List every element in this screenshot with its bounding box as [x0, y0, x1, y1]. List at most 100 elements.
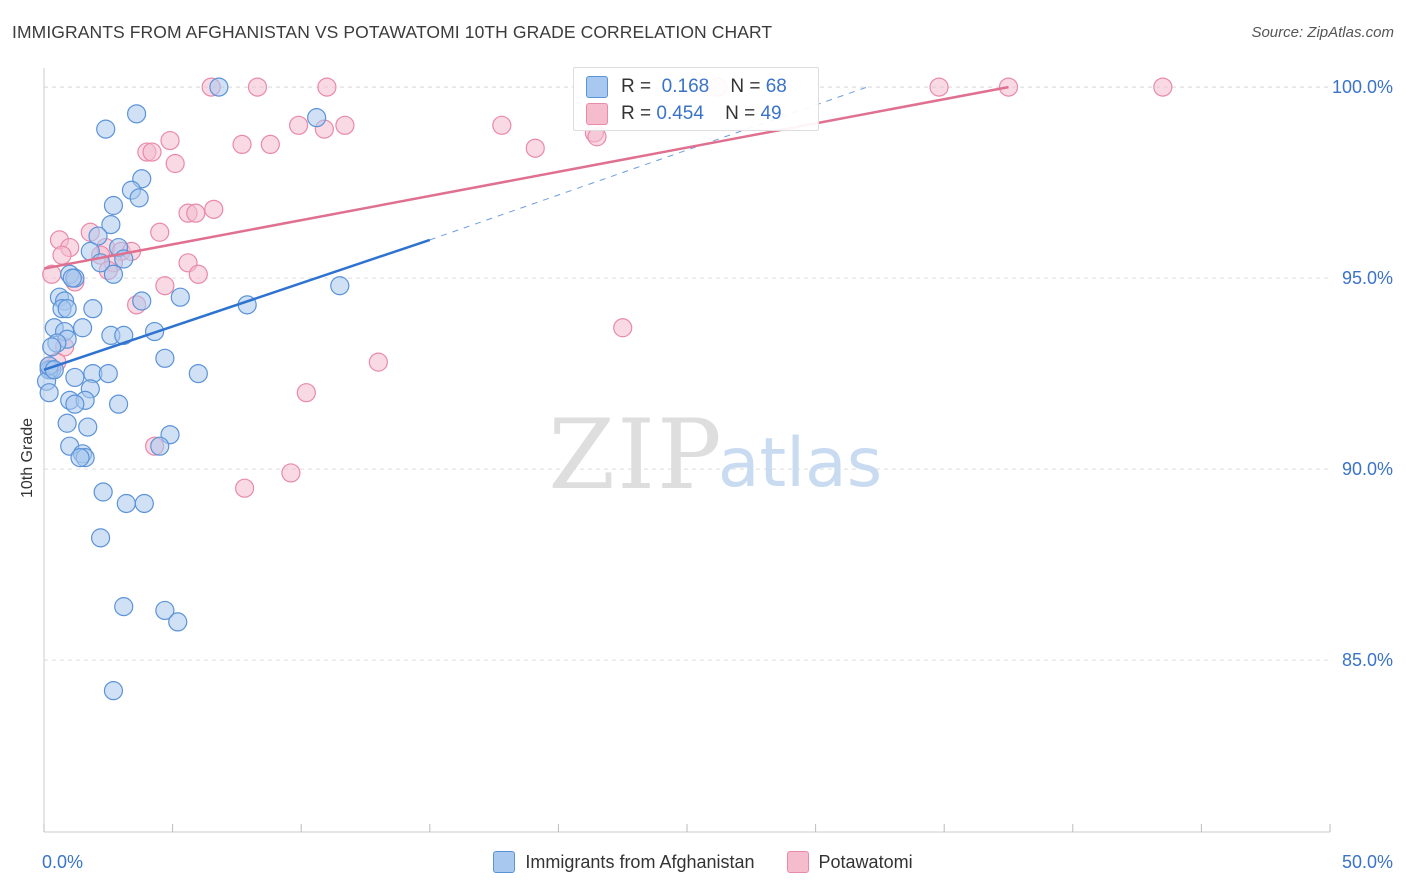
point-afghanistan	[103, 264, 124, 284]
watermark-atlas: atlas	[718, 424, 882, 503]
point-afghanistan	[96, 119, 116, 139]
legend-swatch-blue	[586, 76, 608, 98]
point-afghanistan	[108, 394, 129, 414]
point-afghanistan	[126, 104, 147, 124]
series-swatch-blue	[493, 851, 516, 873]
point-afghanistan	[62, 268, 82, 288]
point-potawatomi	[204, 199, 224, 219]
legend-r-value: 0.168	[661, 76, 710, 97]
axes	[43, 68, 1331, 833]
point-potawatomi	[492, 115, 512, 135]
series-legend: Immigrants from Afghanistan Potawatomi	[0, 851, 1406, 873]
point-potawatomi	[929, 77, 949, 97]
legend-r-label: R =	[621, 103, 652, 124]
point-afghanistan	[93, 482, 113, 502]
legend-swatch-pink	[586, 103, 608, 125]
series-legend-afghanistan[interactable]: Immigrants from Afghanistan	[493, 851, 755, 873]
watermark: ZIP atlas	[548, 399, 882, 511]
point-afghanistan	[57, 413, 77, 433]
point-potawatomi	[247, 77, 268, 97]
point-afghanistan	[116, 493, 136, 514]
point-potawatomi	[1153, 77, 1173, 97]
point-afghanistan	[70, 448, 90, 468]
point-afghanistan	[209, 77, 229, 97]
point-potawatomi	[232, 134, 252, 154]
y-tick-label: 85.0%	[1342, 650, 1393, 670]
legend-r-value: 0.454	[656, 103, 704, 124]
point-potawatomi	[52, 245, 72, 265]
point-afghanistan	[88, 226, 108, 246]
point-potawatomi	[155, 276, 175, 296]
point-potawatomi	[186, 203, 206, 223]
point-afghanistan	[155, 348, 175, 368]
trend-line-afghanistan	[43, 238, 431, 371]
legend-n-value: 68	[765, 76, 787, 97]
point-potawatomi	[368, 352, 388, 372]
point-potawatomi	[296, 383, 316, 403]
point-afghanistan	[150, 436, 170, 456]
series-name: Potawatomi	[818, 851, 913, 872]
x-tick-label-min: 0.0%	[42, 852, 84, 872]
trend-lines	[43, 85, 1009, 371]
legend-n-label: N =	[730, 76, 761, 97]
legend-n-label: N =	[725, 103, 756, 124]
point-potawatomi	[317, 77, 337, 97]
point-potawatomi	[525, 138, 545, 158]
point-afghanistan	[103, 195, 124, 216]
point-afghanistan	[39, 383, 59, 403]
point-afghanistan	[78, 417, 98, 437]
series-swatch-pink	[786, 851, 809, 873]
legend-row-afghanistan: R = 0.168 N = 68	[586, 75, 787, 99]
series-legend-potawatomi[interactable]: Potawatomi	[786, 851, 913, 873]
point-afghanistan	[155, 600, 175, 621]
point-afghanistan	[330, 276, 350, 296]
legend-row-potawatomi: R = 0.454 N = 49	[586, 102, 782, 126]
point-potawatomi	[335, 115, 355, 135]
point-afghanistan	[72, 318, 93, 338]
point-potawatomi	[235, 478, 255, 498]
point-afghanistan	[103, 681, 124, 701]
point-potawatomi	[188, 264, 208, 284]
point-afghanistan	[132, 291, 152, 311]
point-potawatomi	[613, 318, 633, 338]
data-points	[36, 77, 1173, 701]
watermark-zip: ZIP	[548, 399, 723, 511]
gridlines	[44, 86, 1330, 661]
point-afghanistan	[114, 325, 134, 345]
stats-legend: R = 0.168 N = 68 R = 0.454 N = 49	[573, 67, 819, 131]
point-afghanistan	[65, 394, 85, 414]
point-potawatomi	[281, 463, 301, 483]
point-potawatomi	[150, 222, 170, 242]
y-tick-label: 95.0%	[1342, 268, 1393, 288]
point-afghanistan	[57, 299, 77, 319]
point-potawatomi	[160, 130, 180, 151]
point-afghanistan	[134, 493, 154, 514]
point-afghanistan	[170, 287, 190, 307]
y-tick-labels: 85.0% 90.0% 95.0% 100.0%	[1332, 77, 1393, 670]
point-potawatomi	[289, 115, 309, 135]
point-afghanistan	[101, 215, 121, 235]
point-potawatomi	[142, 142, 162, 162]
point-afghanistan	[188, 364, 208, 384]
point-afghanistan	[42, 337, 62, 357]
x-tick-label-max: 50.0%	[1341, 852, 1393, 872]
point-afghanistan	[168, 612, 188, 632]
y-tick-label: 90.0%	[1342, 459, 1393, 479]
point-afghanistan	[129, 188, 149, 208]
point-afghanistan	[65, 367, 85, 388]
point-potawatomi	[165, 153, 185, 174]
point-afghanistan	[98, 364, 118, 384]
legend-r-label: R =	[621, 76, 652, 97]
y-tick-label: 100.0%	[1332, 77, 1393, 97]
point-afghanistan	[307, 108, 327, 128]
y-axis-label: 10th Grade	[19, 417, 36, 499]
trend-line-potawatomi	[43, 85, 1009, 270]
legend-n-value: 49	[760, 103, 782, 124]
source-credit: Source: ZipAtlas.com	[1251, 24, 1394, 41]
point-afghanistan	[83, 299, 103, 319]
chart-title: IMMIGRANTS FROM AFGHANISTAN VS POTAWATOM…	[12, 22, 773, 42]
point-afghanistan	[90, 528, 111, 548]
series-name: Immigrants from Afghanistan	[525, 851, 755, 872]
point-afghanistan	[114, 597, 134, 617]
